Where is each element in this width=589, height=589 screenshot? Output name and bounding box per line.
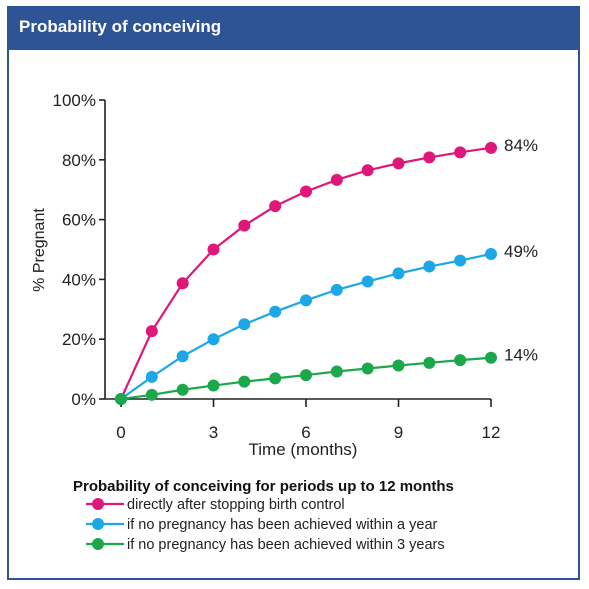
data-point bbox=[300, 369, 312, 382]
data-point bbox=[207, 243, 220, 256]
chart-header-title: Probability of conceiving bbox=[19, 17, 222, 36]
data-point bbox=[361, 164, 374, 177]
chart-header: Probability of conceiving bbox=[7, 6, 580, 50]
data-point bbox=[207, 379, 220, 392]
legend-marker bbox=[92, 498, 104, 510]
legend-marker bbox=[92, 538, 104, 550]
data-point bbox=[176, 383, 189, 396]
legend-label: if no pregnancy has been achieved within… bbox=[127, 517, 438, 533]
data-point bbox=[145, 388, 158, 401]
data-point bbox=[454, 146, 467, 159]
series-end-label: 14% bbox=[504, 346, 538, 365]
data-point bbox=[392, 359, 405, 372]
y-axis-title: % Pregnant bbox=[31, 208, 48, 292]
data-point bbox=[485, 141, 497, 154]
data-point bbox=[392, 267, 405, 280]
chart-frame bbox=[7, 6, 580, 580]
data-point bbox=[145, 370, 158, 383]
data-point bbox=[269, 305, 282, 318]
data-point bbox=[392, 157, 405, 170]
data-point bbox=[238, 375, 251, 388]
data-point bbox=[330, 283, 343, 296]
data-point bbox=[454, 254, 467, 267]
data-point bbox=[269, 200, 282, 213]
data-point bbox=[423, 356, 436, 369]
data-point bbox=[238, 318, 251, 331]
y-tick-label: 40% bbox=[62, 270, 96, 289]
data-point bbox=[238, 219, 251, 232]
data-point bbox=[330, 365, 343, 378]
data-point bbox=[423, 260, 436, 273]
data-point bbox=[115, 393, 127, 405]
legend-title: Probability of conceiving for periods up… bbox=[73, 478, 454, 495]
data-point bbox=[300, 294, 312, 307]
legend-marker bbox=[92, 518, 104, 530]
y-tick-label: 20% bbox=[62, 330, 96, 349]
x-tick-label: 9 bbox=[394, 423, 403, 442]
data-point bbox=[176, 350, 189, 363]
x-tick-label: 0 bbox=[116, 423, 125, 442]
series-end-label: 84% bbox=[504, 136, 538, 155]
data-point bbox=[145, 325, 158, 338]
y-tick-label: 100% bbox=[53, 91, 96, 110]
data-point bbox=[454, 354, 467, 367]
data-point bbox=[269, 372, 282, 385]
y-tick-label: 60% bbox=[62, 211, 96, 230]
legend-label: if no pregnancy has been achieved within… bbox=[127, 537, 445, 553]
data-point bbox=[361, 362, 374, 375]
y-tick-label: 0% bbox=[71, 390, 96, 409]
y-tick-label: 80% bbox=[62, 151, 96, 170]
data-point bbox=[300, 185, 312, 198]
series-end-label: 49% bbox=[504, 242, 538, 261]
data-point bbox=[423, 151, 436, 164]
x-tick-label: 12 bbox=[482, 423, 501, 442]
data-point bbox=[207, 333, 220, 346]
x-tick-label: 6 bbox=[301, 423, 310, 442]
data-point bbox=[485, 351, 497, 364]
data-point bbox=[176, 277, 189, 290]
legend-label: directly after stopping birth control bbox=[127, 497, 345, 513]
data-point bbox=[361, 275, 374, 288]
data-point bbox=[485, 247, 497, 260]
data-point bbox=[330, 173, 343, 186]
x-tick-label: 3 bbox=[209, 423, 218, 442]
x-axis-title: Time (months) bbox=[249, 440, 358, 459]
